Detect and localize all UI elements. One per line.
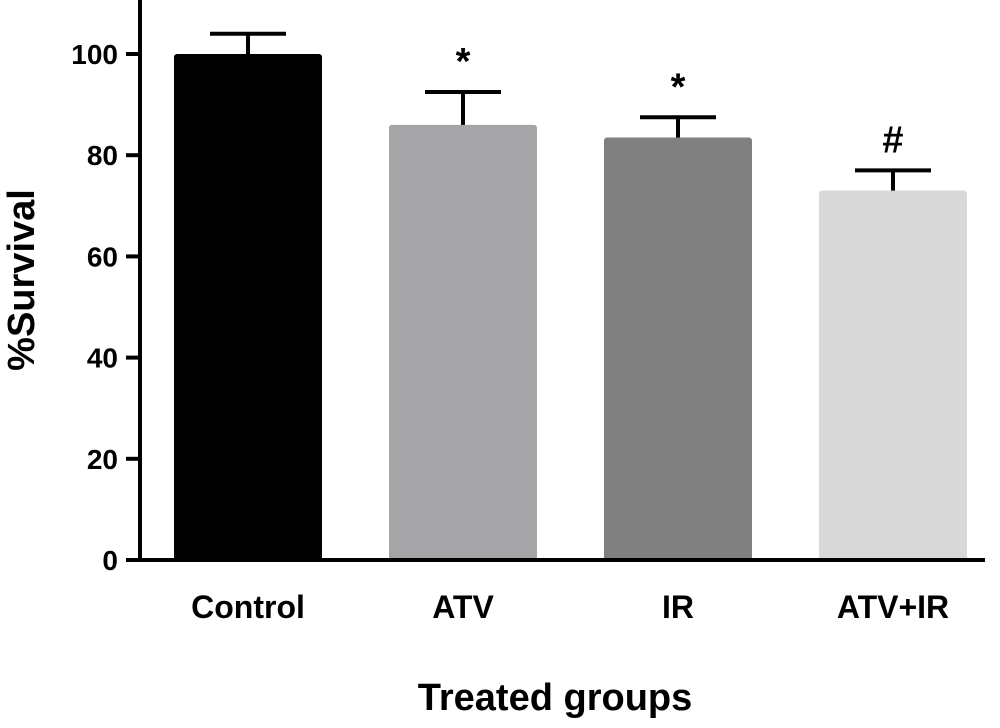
bar-ir <box>604 137 752 561</box>
y-axis-title: %Survival <box>1 189 43 371</box>
bar-control <box>174 54 322 560</box>
x-tick-label: IR <box>662 589 694 625</box>
y-tick-label: 100 <box>71 39 118 70</box>
y-tick-label: 80 <box>87 140 118 171</box>
error-bar-ir <box>640 115 716 138</box>
significance-marker: # <box>882 119 903 161</box>
y-tick-label: 40 <box>87 343 118 374</box>
error-bar-control <box>210 31 286 54</box>
y-tick-label: 60 <box>87 241 118 272</box>
error-bar-atv-ir <box>855 168 931 191</box>
annotations-layer: * * # <box>456 41 904 161</box>
bar-atv <box>389 124 537 560</box>
x-tick-label: ATV <box>432 589 494 625</box>
x-tick-label: Control <box>191 589 305 625</box>
x-tick-label: ATV+IR <box>837 589 949 625</box>
error-bar-atv <box>425 89 501 125</box>
x-axis-title: Treated groups <box>418 677 693 719</box>
y-tick-label: 20 <box>87 444 118 475</box>
x-tick-labels-layer: Control ATV IR ATV+IR <box>191 589 949 625</box>
significance-marker: * <box>671 66 686 108</box>
bar-atv-ir <box>819 190 967 560</box>
error-bars-layer <box>210 31 931 191</box>
significance-marker: * <box>456 41 471 83</box>
y-ticks-layer: 0 20 40 60 80 100 <box>71 39 140 576</box>
y-tick-label: 0 <box>102 545 118 576</box>
bars-layer <box>174 54 967 561</box>
